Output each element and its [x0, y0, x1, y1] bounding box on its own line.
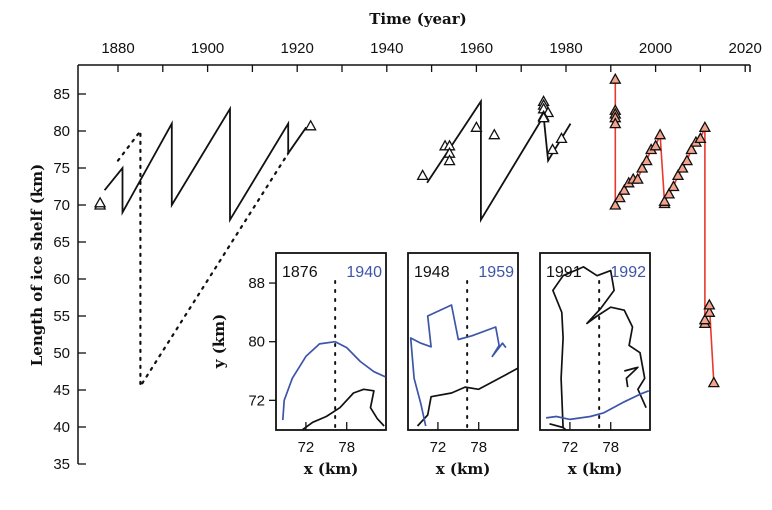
- inset-x-tick-label: 72: [298, 439, 315, 456]
- front-outline-black: [552, 266, 647, 429]
- data-point-triangle: [667, 180, 680, 192]
- inset-year-black: 1948: [414, 264, 450, 281]
- x-tick-label: 1900: [191, 40, 224, 57]
- front-outline-black: [624, 366, 639, 388]
- x-tick-label: 2020: [729, 40, 762, 57]
- front-outline-blue: [281, 340, 386, 421]
- data-point-triangle: [698, 313, 711, 325]
- x-tick-label: 1880: [101, 40, 134, 57]
- data-point-triangle: [694, 132, 707, 144]
- front-outline-blue: [545, 390, 650, 421]
- data-point-triangle: [653, 128, 667, 140]
- inset-curves: [409, 280, 518, 430]
- y-tick-label: 40: [53, 419, 70, 436]
- x-tick-label: 1940: [370, 40, 403, 57]
- y-tick-label: 80: [53, 123, 70, 140]
- data-point-triangle: [658, 194, 671, 206]
- data-point-triangle: [470, 120, 483, 132]
- inset-x-tick-label: 72: [430, 439, 447, 456]
- inset-panel-1: 1876 1940 72 78 88 80 72 x (km) y (km): [210, 252, 387, 478]
- inset-y-axis-title: y (km): [210, 314, 228, 369]
- data-point-triangle: [304, 119, 317, 131]
- data-point-triangle: [537, 111, 550, 123]
- y-tick-label: 75: [53, 160, 70, 177]
- inset-x-tick-label: 72: [562, 439, 579, 456]
- y-tick-label: 65: [53, 234, 70, 251]
- data-point-triangle: [93, 196, 107, 208]
- y-tick-label: 35: [53, 456, 70, 473]
- data-point-triangle: [676, 161, 689, 173]
- data-point-triangle: [698, 120, 711, 132]
- data-point-triangle: [631, 172, 644, 184]
- front-outline-black: [302, 388, 385, 430]
- x-axis-title: Time (year): [369, 10, 467, 28]
- x-tick-label: 1920: [281, 40, 314, 57]
- data-point-triangle: [671, 169, 685, 181]
- inset-x-tick-label: 78: [470, 439, 487, 456]
- inset-x-tick-label: 78: [338, 439, 355, 456]
- series-model-solid-1: [103, 105, 307, 224]
- inset-year-blue: 1940: [346, 264, 382, 281]
- data-point-triangle: [443, 154, 456, 166]
- y-tick-label: 50: [53, 345, 70, 362]
- data-point-triangle: [703, 305, 716, 317]
- y-tick-label: 45: [53, 382, 70, 399]
- data-point-triangle: [680, 154, 694, 166]
- series-model-solid-2: [426, 98, 572, 224]
- inset-x-tick-label: 78: [602, 439, 619, 456]
- series-model-dotted-1: [116, 127, 290, 391]
- data-point-triangle: [609, 198, 622, 210]
- data-point-triangle: [609, 72, 622, 84]
- inset-y-tick-label: 80: [248, 334, 265, 351]
- x-tick-label: 2000: [639, 40, 672, 57]
- y-tick-label: 60: [53, 271, 70, 288]
- front-outline-blue: [409, 304, 507, 427]
- y-tick-label: 55: [53, 308, 70, 325]
- data-point-triangle: [640, 154, 653, 166]
- inset-y-tick-label: 72: [248, 392, 265, 409]
- inset-curves: [545, 266, 650, 430]
- data-point-triangle: [703, 298, 716, 310]
- y-tick-label: 85: [53, 86, 70, 103]
- inset-year-blue: 1992: [610, 264, 646, 281]
- data-point-triangle: [555, 132, 568, 144]
- data-point-triangle: [618, 183, 631, 195]
- inset-year-blue: 1959: [478, 264, 514, 281]
- inset-x-axis-title: x (km): [436, 460, 491, 478]
- inset-panel-3: 1991 1992 72 78 x (km): [539, 252, 651, 478]
- front-outline-black: [416, 367, 518, 427]
- inset-curves: [281, 280, 386, 430]
- y-tick-label: 70: [53, 197, 70, 214]
- x-tick-label: 1980: [549, 40, 582, 57]
- inset-frame: [407, 252, 519, 431]
- inset-y-tick-label: 88: [248, 275, 265, 292]
- data-point-triangle: [649, 139, 662, 151]
- inset-year-black: 1876: [282, 264, 318, 281]
- y-axis-title: Length of ice shelf (km): [28, 164, 46, 367]
- inset-x-axis-title: x (km): [568, 460, 623, 478]
- front-outline-black: [549, 422, 568, 430]
- data-point-triangle: [685, 143, 698, 155]
- data-point-triangle: [636, 161, 649, 173]
- inset-year-black: 1991: [546, 264, 582, 281]
- data-point-triangle: [609, 117, 622, 129]
- data-point-triangle: [662, 187, 676, 199]
- x-tick-label: 1960: [460, 40, 493, 57]
- inset-x-axis-title: x (km): [304, 460, 359, 478]
- data-point-triangle: [613, 191, 626, 203]
- data-point-triangle: [416, 169, 429, 181]
- inset-panel-2: 1948 1959 72 78 x (km): [407, 252, 519, 478]
- data-point-triangle: [488, 128, 501, 140]
- data-point-triangle: [707, 376, 720, 388]
- data-point-triangle: [546, 143, 559, 155]
